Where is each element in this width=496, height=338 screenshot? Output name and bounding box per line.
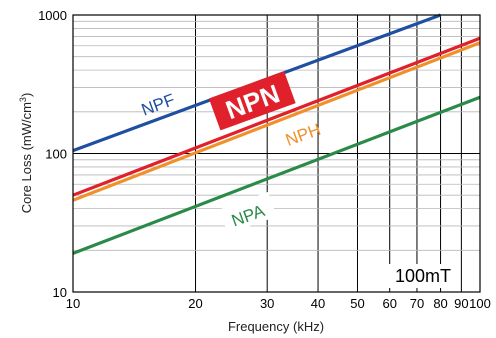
annotation-100mt: 100mT (395, 266, 451, 286)
series-line-npn (72, 36, 481, 197)
y-axis-title: Core Loss (mW/cm3) (18, 93, 34, 214)
x-tick-label: 30 (260, 296, 274, 311)
y-tick-label: 100 (45, 147, 67, 162)
x-tick-label: 20 (188, 296, 202, 311)
y-tick-label: 10 (53, 285, 67, 300)
y-axis-title-sup: 3 (18, 97, 28, 102)
x-tick-label: 50 (350, 296, 364, 311)
y-tick-labels: 10 100 1000 (38, 8, 67, 300)
x-tick-label: 100 (469, 296, 491, 311)
npn-label-box (208, 71, 296, 131)
y-tick-label: 1000 (38, 8, 67, 23)
npa-label-bg (219, 191, 277, 235)
x-tick-label: 80 (433, 296, 447, 311)
y-axis-title-close: ) (19, 93, 34, 97)
x-tick-label: 40 (311, 296, 325, 311)
x-axis-title: Frequency (kHz) (228, 319, 324, 334)
annotation-bg (386, 264, 460, 288)
plot-frame (72, 14, 481, 293)
x-tick-label: 10 (66, 296, 80, 311)
x-tick-label: 90 (454, 296, 468, 311)
grid-lines (73, 15, 480, 292)
series-line-nph (72, 41, 481, 202)
series-line-npa (72, 95, 481, 255)
x-tick-label: 60 (382, 296, 396, 311)
y-axis-title-main: Core Loss (mW/cm (19, 102, 34, 213)
series-label-npa: NPA (219, 191, 277, 235)
x-tick-labels: 10 20 30 40 50 60 70 80 90 100 (66, 296, 491, 311)
x-tick-label: 70 (410, 296, 424, 311)
